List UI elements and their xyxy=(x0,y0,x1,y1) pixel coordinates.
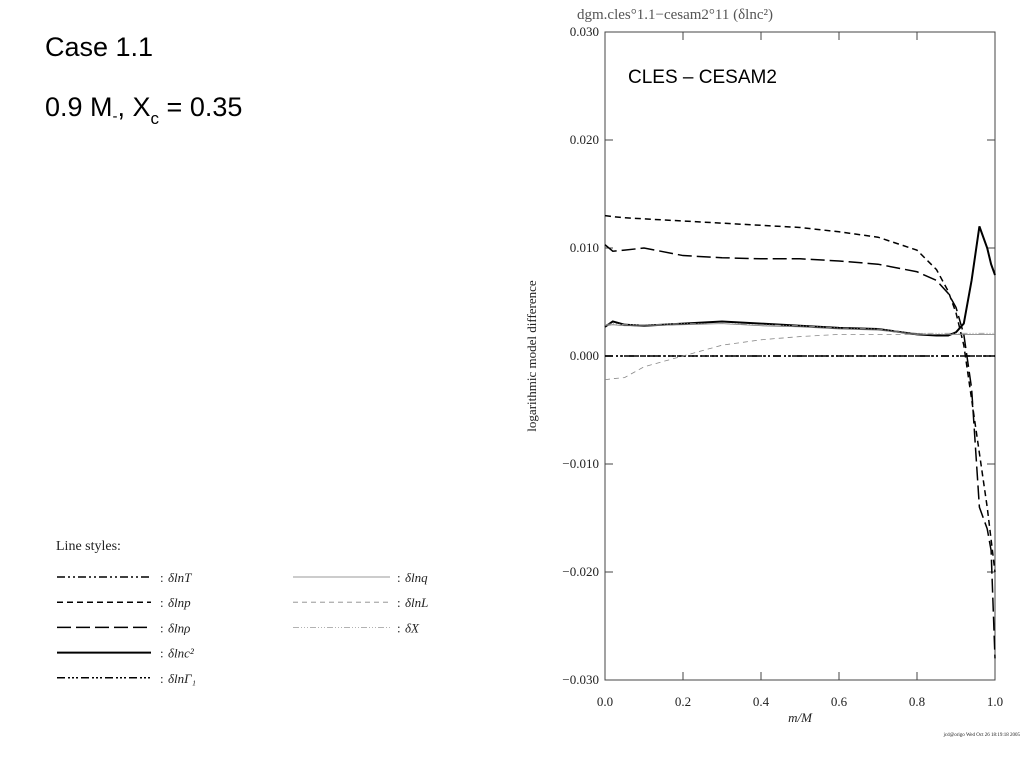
legend-label: δlnp xyxy=(168,595,191,610)
legend-colon: : xyxy=(397,620,401,635)
x-tick-label: 0.2 xyxy=(675,694,691,709)
chart-title: dgm.cles°1.1−cesam2°11 (δlnc²) xyxy=(577,7,773,23)
legend-colon: : xyxy=(160,646,164,661)
subtitle-part: 0.9 M xyxy=(45,92,113,122)
series-line xyxy=(604,244,996,659)
legend-label: δlnc² xyxy=(168,646,195,661)
y-tick-label: −0.030 xyxy=(562,672,599,687)
legend-label: δlnq xyxy=(405,570,428,585)
y-tick-label: −0.020 xyxy=(562,564,599,579)
subtitle-part: - xyxy=(113,108,118,125)
series-line xyxy=(604,334,995,381)
y-tick-label: 0.030 xyxy=(570,24,599,39)
x-tick-label: 1.0 xyxy=(987,694,1003,709)
series-line xyxy=(604,214,996,573)
subtitle-part: = 0.35 xyxy=(159,92,242,122)
legend-title: Line styles: xyxy=(56,539,121,554)
y-tick-label: −0.010 xyxy=(562,456,599,471)
legend-label: δX xyxy=(405,620,420,635)
y-tick-label: 0.000 xyxy=(570,348,599,363)
legend-label: δlnT xyxy=(168,570,192,585)
footer: jcd@origo Wed Oct 26 18:19:18 2005 xyxy=(943,733,1021,738)
legend-colon: : xyxy=(160,620,164,635)
series-line xyxy=(604,226,996,337)
legend-label: δlnL xyxy=(405,595,428,610)
y-tick-label: 0.010 xyxy=(570,240,599,255)
annotation: CLES – CESAM2 xyxy=(628,67,777,88)
x-axis-label: m/M xyxy=(788,710,813,725)
x-tick-label: 0.8 xyxy=(909,694,925,709)
x-tick-label: 0.0 xyxy=(597,694,613,709)
subtitle-part: , X xyxy=(118,92,151,122)
legend-colon: : xyxy=(397,595,401,610)
legend-colon: : xyxy=(160,570,164,585)
slide-title: Case 1.1 xyxy=(45,32,153,62)
slide-subtitle: 0.9 M-, Xc = 0.35 xyxy=(45,92,242,128)
legend-colon: : xyxy=(160,671,164,686)
legend-label: δlnΓ₁ xyxy=(168,671,196,686)
x-tick-label: 0.4 xyxy=(753,694,770,709)
subtitle-part: c xyxy=(151,109,160,128)
legend-colon: : xyxy=(160,595,164,610)
x-tick-label: 0.6 xyxy=(831,694,848,709)
y-tick-label: 0.020 xyxy=(570,132,599,147)
y-axis-label: logarithmic model difference xyxy=(524,280,539,432)
legend-label: δlnρ xyxy=(168,620,190,635)
legend-colon: : xyxy=(397,570,401,585)
series-line xyxy=(604,323,995,334)
